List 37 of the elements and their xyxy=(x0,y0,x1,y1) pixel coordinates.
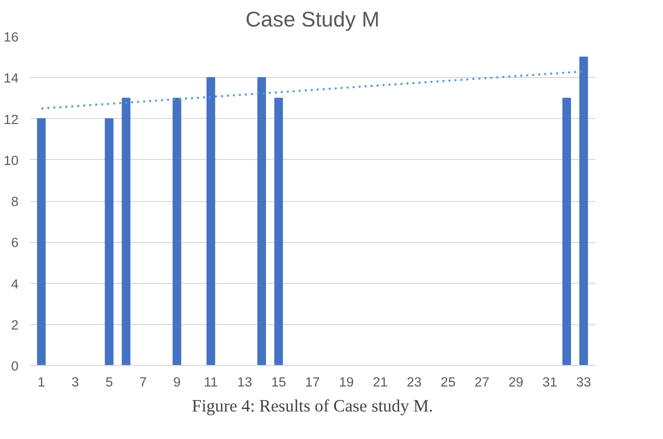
chart-title: Case Study M xyxy=(246,8,380,32)
y-tick-label: 12 xyxy=(4,112,19,127)
bar xyxy=(104,118,114,366)
x-tick-label: 5 xyxy=(105,374,113,390)
bar xyxy=(37,118,46,366)
bar xyxy=(579,56,588,366)
x-tick-label: 21 xyxy=(372,374,388,390)
y-tick-label: 10 xyxy=(4,152,19,168)
bar xyxy=(172,98,182,366)
x-tick-label: 11 xyxy=(204,374,218,390)
x-tick-label: 27 xyxy=(474,374,490,390)
x-tick-label: 1 xyxy=(38,374,46,390)
x-tick-label: 13 xyxy=(237,374,252,390)
y-tick-label: 14 xyxy=(4,70,20,86)
y-tick-label: 8 xyxy=(11,194,19,209)
x-tick-label: 33 xyxy=(576,374,592,390)
x-tick-label: 9 xyxy=(173,374,181,390)
x-tick-label: 19 xyxy=(338,374,354,390)
bar xyxy=(122,98,130,366)
y-tick-label: 16 xyxy=(4,30,19,44)
x-tick-label: 29 xyxy=(508,374,524,390)
caption: Figure 4: Results of Case study M. xyxy=(192,396,434,416)
x-tick-label: 23 xyxy=(406,374,422,390)
x-tick-label: 7 xyxy=(139,374,147,390)
x-tick-label: 3 xyxy=(72,374,79,390)
x-tick-label: 31 xyxy=(542,374,558,390)
y-tick-label: 2 xyxy=(11,317,19,332)
x-tick-label: 25 xyxy=(440,374,456,390)
y-tick-label: 6 xyxy=(11,235,19,250)
x-tick-label: 17 xyxy=(305,374,320,390)
bar xyxy=(206,77,216,366)
y-tick-label: 4 xyxy=(11,276,20,292)
x-tick-label: 15 xyxy=(271,374,286,390)
y-tick-label: 0 xyxy=(11,358,19,374)
bar xyxy=(562,98,572,366)
bar xyxy=(257,77,266,366)
bar xyxy=(274,98,283,366)
